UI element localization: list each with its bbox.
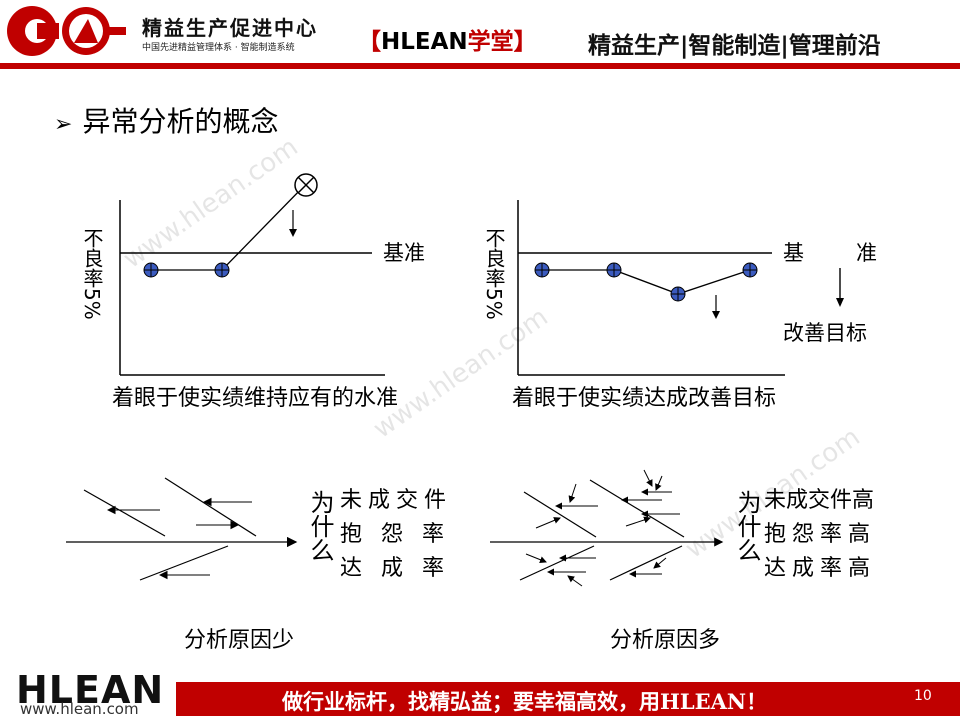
data-point — [214, 262, 230, 278]
data-point — [534, 262, 550, 278]
cause-arrow — [643, 469, 653, 487]
bone — [523, 491, 597, 538]
fishbone-diagram-few-causes — [66, 477, 298, 581]
footer-bar — [176, 682, 960, 716]
footer-url[interactable]: www.hlean.com — [20, 700, 139, 718]
trend-line — [151, 184, 306, 271]
reason-item: 达 成 率 — [340, 556, 450, 581]
academy-name: 学堂 — [467, 29, 514, 55]
data-point — [742, 262, 758, 278]
fishbone-diagram-many-causes — [490, 469, 724, 587]
data-point — [143, 262, 159, 278]
reason-item: 达成率高 — [764, 556, 877, 581]
target-down-arrow-icon — [836, 268, 844, 307]
baseline-label: 基准 — [383, 241, 425, 265]
y-axis-label: 不良率5% — [482, 228, 506, 320]
cause-arrow — [568, 483, 577, 503]
baseline-label-b: 准 — [856, 241, 877, 265]
cause-arrow — [653, 557, 667, 569]
data-point — [670, 286, 686, 302]
footer-logo: HLEAN — [16, 668, 165, 712]
bracket-open: 【 — [358, 29, 381, 55]
y-axis-label: 不良率5% — [80, 228, 104, 320]
fishbone-caption: 分析原因多 — [610, 628, 721, 653]
right-trend-chart — [517, 200, 785, 376]
academy-brand-name: HLEAN — [381, 29, 468, 55]
cause-arrow — [535, 517, 561, 529]
header-divider — [0, 63, 960, 69]
slide-title-text: 异常分析的概念 — [82, 105, 279, 138]
bone — [139, 545, 229, 581]
slide-title: ➢ 异常分析的概念 — [54, 100, 278, 140]
logo-icon — [7, 6, 126, 56]
bone — [519, 545, 595, 581]
down-arrow-icon — [712, 295, 720, 319]
data-point — [606, 262, 622, 278]
page-number: 10 — [914, 688, 932, 704]
why-label: 为什么 — [306, 490, 334, 562]
left-trend-chart — [119, 173, 385, 376]
reason-item: 未成交件高 — [764, 488, 875, 513]
reason-item: 抱怨率高 — [764, 522, 877, 547]
target-label: 改善目标 — [783, 321, 867, 345]
bone — [589, 479, 685, 538]
org-name: 精益生产促进中心 — [142, 16, 318, 40]
fishbone-caption: 分析原因少 — [184, 628, 295, 653]
header-tagline: 精益生产|智能制造|管理前沿 — [588, 33, 881, 59]
cause-arrow — [655, 475, 663, 491]
cause-arrow — [625, 516, 651, 527]
chart-caption: 着眼于使实绩维持应有的水准 — [112, 386, 399, 411]
bone — [164, 477, 257, 537]
bullet-arrow-icon: ➢ — [54, 112, 73, 137]
bone — [83, 489, 166, 537]
abnormal-point-icon — [294, 173, 318, 197]
down-arrow-icon — [289, 210, 297, 237]
baseline-label-a: 基 — [783, 241, 804, 265]
trend-line — [542, 269, 751, 295]
reason-item: 未成交件 — [340, 488, 453, 513]
chart-caption: 着眼于使实绩达成改善目标 — [512, 386, 777, 411]
bracket-close: 】 — [513, 29, 537, 55]
cause-arrow — [525, 553, 547, 564]
bone — [609, 545, 683, 581]
org-subtitle: 中国先进精益管理体系 · 智能制造系统 — [142, 43, 295, 53]
footer-slogan: 做行业标杆，找精弘益；要幸福高效，用HLEAN！ — [282, 689, 768, 714]
cause-arrow — [567, 575, 583, 587]
reason-item: 抱 怨 率 — [340, 522, 450, 547]
academy-brand: 【HLEAN学堂】 — [358, 22, 537, 56]
why-label: 为什么 — [733, 490, 761, 562]
